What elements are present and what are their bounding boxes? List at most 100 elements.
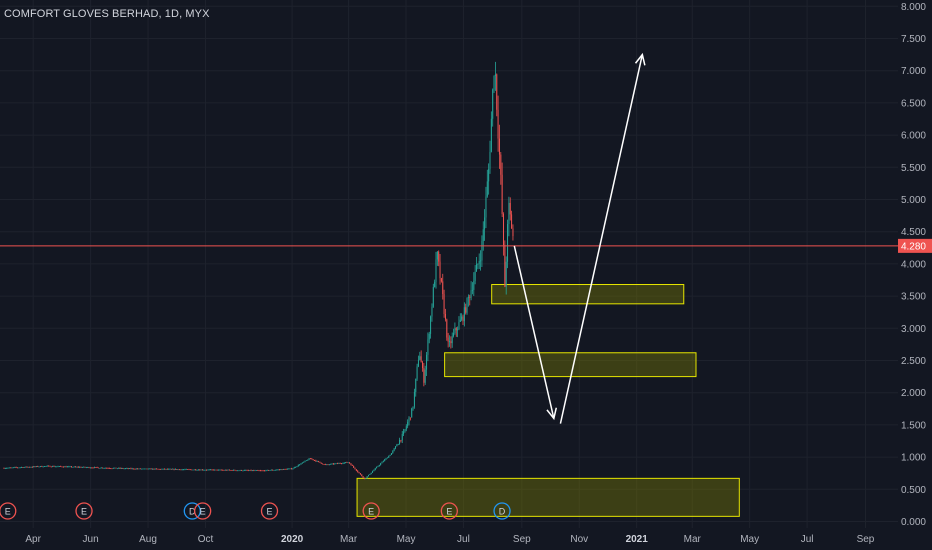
- candle-body: [235, 470, 237, 472]
- candle-body: [439, 261, 441, 279]
- candle-body: [177, 469, 179, 471]
- candle-body: [80, 466, 82, 468]
- candle-body: [457, 329, 459, 331]
- candle-body: [270, 469, 272, 471]
- candle-body: [276, 469, 278, 471]
- candle-body: [447, 337, 449, 342]
- candle-body: [122, 468, 124, 469]
- candle-body: [138, 468, 140, 470]
- candle-body: [38, 466, 40, 468]
- candle-body: [422, 362, 423, 369]
- candle-body: [231, 470, 233, 471]
- candle-body: [172, 468, 174, 470]
- candle-body: [88, 467, 90, 468]
- candle-body: [494, 74, 496, 77]
- candle-body: [403, 431, 405, 435]
- candle-body: [226, 469, 228, 471]
- candle-body: [309, 458, 311, 460]
- candle-body: [193, 469, 195, 471]
- candle-body: [118, 467, 120, 469]
- candle-body: [153, 468, 155, 470]
- candle-body: [29, 466, 31, 468]
- candle-body: [203, 469, 205, 471]
- candle-body: [56, 466, 58, 468]
- candle-body: [76, 466, 78, 468]
- candle-body: [10, 467, 12, 469]
- time-axis[interactable]: Apr Jun Aug Oct 2020 Mar May Jul Sep Nov 2021 Mar Ma…: [25, 534, 874, 545]
- candle-body: [454, 328, 456, 334]
- candle-body: [400, 440, 402, 441]
- candle-body: [481, 241, 483, 261]
- candle-body: [311, 458, 313, 460]
- arrow-layer: [513, 52, 646, 424]
- candle-body: [417, 359, 419, 367]
- candle-body: [45, 466, 47, 467]
- candle-body: [455, 328, 457, 331]
- candle-body: [197, 469, 199, 471]
- candle-body: [66, 466, 68, 468]
- event-badge-label: E: [446, 507, 452, 517]
- price-axis[interactable]: 0.000 0.500 1.000 1.500 2.000 2.500 3.000 3.500…: [901, 2, 926, 528]
- candle-body: [423, 368, 425, 383]
- candle-body: [214, 469, 216, 471]
- candle-body: [57, 466, 59, 468]
- candle-body: [476, 264, 477, 272]
- candle-body: [249, 470, 251, 471]
- candle-body: [370, 472, 372, 475]
- candle-body: [397, 444, 399, 446]
- candle-body: [380, 463, 382, 465]
- candle-body: [21, 467, 23, 469]
- candle-body: [166, 468, 168, 470]
- candle-body: [139, 468, 141, 470]
- candle-body: [211, 469, 213, 471]
- candle-body: [458, 321, 460, 330]
- candle-body: [349, 462, 351, 464]
- candle-body: [6, 468, 8, 469]
- candle-body: [415, 378, 417, 392]
- candle-body: [384, 459, 386, 462]
- candle-body: [215, 469, 217, 471]
- candle-body: [323, 464, 325, 465]
- candle-body: [168, 468, 170, 470]
- trend-arrow-line: [513, 245, 555, 419]
- time-tick-label: Aug: [139, 534, 157, 545]
- candle-body: [44, 466, 45, 467]
- event-badge-label: E: [5, 507, 11, 517]
- time-tick-label: Jul: [801, 534, 814, 545]
- candle-body: [407, 421, 409, 427]
- candle-body: [358, 472, 360, 474]
- candle-body: [300, 463, 302, 465]
- candle-body: [386, 457, 388, 459]
- candle-body: [219, 469, 221, 471]
- candle-body: [102, 467, 104, 469]
- candle-body: [237, 470, 239, 472]
- candle-body: [37, 466, 39, 468]
- candle-body: [498, 138, 500, 155]
- candle-body: [35, 466, 37, 468]
- candle-body: [377, 466, 379, 467]
- candle-body: [316, 461, 318, 462]
- earnings-event-badge: [440, 502, 458, 520]
- price-tick-label: 3.500: [901, 292, 926, 303]
- candle-body: [4, 468, 6, 470]
- candle-body: [191, 469, 193, 471]
- time-tick-label: Mar: [340, 534, 358, 545]
- price-tick-label: 7.000: [901, 66, 926, 77]
- candle-body: [241, 470, 243, 471]
- price-tick-label: 4.500: [901, 227, 926, 238]
- candle-body: [505, 261, 507, 287]
- candle-body: [477, 263, 479, 265]
- earnings-event-badge: [75, 502, 93, 520]
- candle-body: [14, 467, 16, 469]
- time-tick-label: Jun: [83, 534, 99, 545]
- candle-body: [87, 467, 89, 468]
- candle-body: [493, 76, 495, 90]
- candle-body: [227, 469, 229, 471]
- candle-body: [228, 469, 230, 471]
- candle-body: [390, 453, 392, 456]
- candle-body: [179, 469, 180, 471]
- candle-body: [444, 314, 446, 320]
- candle-body: [91, 467, 93, 469]
